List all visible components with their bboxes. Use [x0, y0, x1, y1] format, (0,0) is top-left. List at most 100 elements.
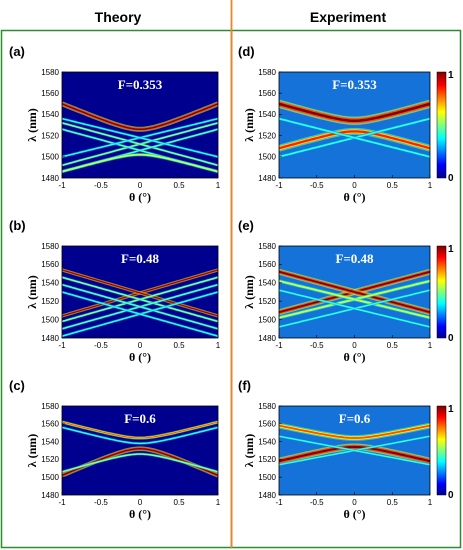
y-tick-label: 1580 — [258, 402, 276, 411]
y-tick-label: 1580 — [41, 402, 59, 411]
panel-label: (c) — [9, 378, 25, 393]
x-tick-label: -0.5 — [94, 181, 108, 190]
band-3-core-1 — [62, 291, 218, 337]
x-tick-label: 0 — [138, 181, 143, 190]
x-tick-label: 0 — [352, 181, 357, 190]
panel-c: 1480 1500 1520 1540 1560 1580 -1 -0.5 0 0.5 1 θ (°)… — [9, 378, 221, 521]
y-tick-label: 1480 — [258, 174, 276, 183]
f-annotation: F=0.353 — [118, 77, 163, 92]
y-axis-label: λ (nm) — [25, 108, 39, 142]
band-group — [62, 268, 218, 338]
x-tick-label: -0.5 — [310, 341, 324, 350]
band-group — [279, 99, 430, 159]
band-group — [279, 422, 430, 467]
panel-label: (e) — [238, 218, 254, 233]
y-axis-label: λ (nm) — [242, 275, 256, 309]
x-tick-label: 0 — [138, 498, 143, 507]
band-0-core-0 — [62, 103, 218, 130]
band-0-core-0 — [279, 445, 430, 463]
y-tick-label: 1540 — [41, 110, 59, 119]
colorbar-max-label: 1 — [448, 404, 454, 415]
colorbar-min-label: 0 — [448, 333, 454, 344]
band-3-core-1 — [62, 118, 218, 158]
band-2-core-1 — [279, 289, 430, 328]
y-tick-label: 1500 — [258, 153, 276, 162]
band-1-core-0 — [62, 453, 218, 473]
x-tick-label: 0.5 — [173, 341, 185, 350]
panel-label: (d) — [238, 44, 255, 59]
x-axis-label: θ (°) — [343, 507, 365, 521]
band-2-core-1 — [279, 118, 430, 158]
y-tick-label: 1500 — [258, 473, 276, 482]
y-tick-label: 1520 — [41, 297, 59, 306]
f-annotation: F=0.6 — [124, 411, 156, 426]
y-tick-label: 1500 — [258, 315, 276, 324]
y-tick-label: 1560 — [41, 260, 59, 269]
y-tick-label: 1540 — [258, 437, 276, 446]
band-1-core-0 — [279, 130, 430, 150]
band-group — [62, 101, 218, 174]
y-tick-label: 1520 — [41, 131, 59, 140]
x-tick-label: -0.5 — [310, 498, 324, 507]
band-2-core-0 — [62, 421, 218, 439]
y-axis-label: λ (nm) — [25, 275, 39, 309]
x-tick-label: 0 — [138, 341, 143, 350]
band-3-core-0 — [62, 427, 218, 444]
panel-label: (a) — [9, 44, 25, 59]
y-tick-label: 1500 — [41, 315, 59, 324]
x-tick-label: 1 — [216, 181, 221, 190]
y-tick-label: 1560 — [41, 420, 59, 429]
y-tick-label: 1560 — [41, 89, 59, 98]
band-0-core-1 — [279, 270, 430, 314]
colorbar-max-label: 1 — [448, 70, 454, 81]
x-tick-label: -1 — [58, 341, 66, 350]
x-tick-label: 1 — [428, 181, 433, 190]
f-annotation: F=0.48 — [335, 251, 374, 266]
x-tick-label: 0 — [352, 341, 357, 350]
x-tick-label: 1 — [216, 498, 221, 507]
y-tick-label: 1540 — [41, 437, 59, 446]
y-tick-label: 1580 — [41, 68, 59, 77]
x-tick-label: -1 — [275, 498, 283, 507]
x-tick-label: 0.5 — [387, 498, 399, 507]
x-tick-label: -0.5 — [310, 181, 324, 190]
band-1-core-1 — [62, 122, 218, 166]
x-axis-label: θ (°) — [129, 350, 151, 364]
panel-b: 1480 1500 1520 1540 1560 1580 -1 -0.5 0 0.5 1 θ (°)… — [9, 218, 221, 364]
x-tick-label: 0.5 — [387, 181, 399, 190]
x-tick-label: -1 — [275, 181, 283, 190]
x-tick-label: 1 — [428, 341, 433, 350]
y-tick-label: 1480 — [41, 334, 59, 343]
colorbar-min-label: 0 — [448, 490, 454, 501]
y-tick-label: 1560 — [258, 260, 276, 269]
y-tick-label: 1560 — [258, 89, 276, 98]
band-group — [62, 420, 218, 478]
panel-e: 1480 1500 1520 1540 1560 1580 -1 -0.5 0 0.5 1 θ (°)… — [238, 218, 454, 364]
x-axis-label: θ (°) — [129, 190, 151, 204]
f-annotation: F=0.6 — [339, 411, 371, 426]
header-theory: Theory — [95, 9, 142, 25]
x-tick-label: 0.5 — [173, 181, 185, 190]
x-tick-label: -1 — [58, 181, 66, 190]
y-tick-label: 1500 — [41, 153, 59, 162]
y-tick-label: 1560 — [258, 420, 276, 429]
colorbar — [436, 71, 447, 179]
panel-f: 1480 1500 1520 1540 1560 1580 -1 -0.5 0 0.5 1 θ (°)… — [238, 378, 454, 521]
y-tick-label: 1540 — [258, 279, 276, 288]
x-axis-label: θ (°) — [129, 507, 151, 521]
y-tick-label: 1580 — [41, 242, 59, 251]
x-tick-label: 0 — [352, 498, 357, 507]
x-tick-label: 1 — [428, 498, 433, 507]
y-tick-label: 1520 — [258, 131, 276, 140]
band-2-core-1 — [279, 435, 430, 466]
colorbar-max-label: 1 — [448, 244, 454, 255]
band-0-core-0 — [279, 102, 430, 123]
y-tick-label: 1540 — [41, 279, 59, 288]
panel-a: 1480 1500 1520 1540 1560 1580 -1 -0.5 0 0.5 1 θ (°)… — [9, 44, 221, 204]
x-tick-label: -0.5 — [94, 341, 108, 350]
colorbar-min-label: 0 — [448, 173, 454, 184]
panel-label: (f) — [238, 378, 251, 393]
f-annotation: F=0.353 — [332, 77, 377, 92]
y-tick-label: 1500 — [41, 473, 59, 482]
